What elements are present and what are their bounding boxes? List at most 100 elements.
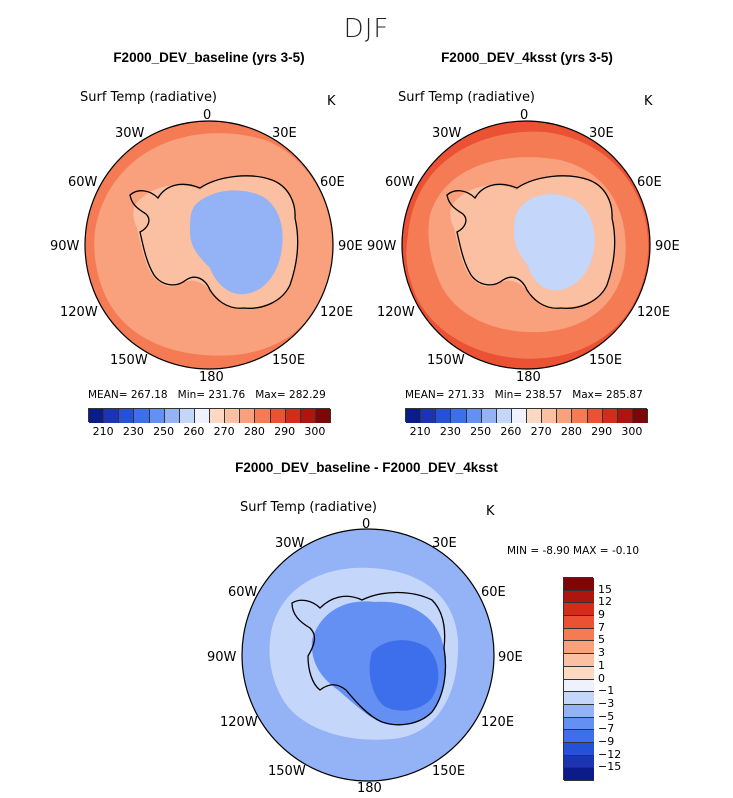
panel-2-region-seaice	[428, 157, 626, 333]
panel-2-region-coast	[450, 175, 615, 309]
panel-1-lon-60e: 60E	[320, 175, 345, 190]
panel-2-colorbar-tick-label: 280	[560, 425, 582, 438]
panel-2-colorbar-cell	[557, 409, 573, 423]
panel-3-lon-90e: 90E	[498, 650, 523, 665]
panel-2-mean-label: MEAN=	[405, 389, 445, 401]
panel-1-lon-0: 0	[203, 108, 212, 123]
panel-3-colorbar-cell	[564, 641, 594, 655]
panel-3-minmax: MIN = -8.90 MAX = -0.10	[507, 545, 639, 557]
panel-3-colorbar-cell	[564, 666, 594, 680]
panel-2-colorbar-tick-label: 270	[530, 425, 552, 438]
panel-1-lon-180: 180	[199, 370, 224, 385]
panel-1-min-label: Min=	[177, 389, 206, 401]
panel-2-units: K	[644, 94, 653, 109]
panel-3-lon-150e: 150E	[432, 764, 466, 779]
panel-1-region-coast	[133, 175, 298, 309]
panel-2-colorbar-tick-label: 300	[621, 425, 643, 438]
panel-1-region-outer	[85, 121, 333, 369]
panel-1-region-plateau	[190, 190, 283, 295]
panel-2-min: 238.57	[525, 389, 563, 401]
panel-2-lon-60e: 60E	[637, 175, 662, 190]
panel-3-colorbar-ticks: 15 12 9 7 5 3 1 0 −1 −3 −5 −7 −9 −12 −15	[598, 577, 638, 780]
panel-2-colorbar-cell	[587, 409, 603, 423]
panel-3-colorbar-cell	[564, 692, 594, 705]
panel-1-colorbar-cell	[285, 409, 301, 423]
panel-2-mean: 271.33	[447, 389, 485, 401]
panel-2-colorbar-cell	[436, 409, 452, 423]
panel-2-max-label: Max=	[572, 389, 603, 401]
panel-1-colorbar-cell	[194, 409, 210, 423]
panel-3-min-label: MIN =	[507, 545, 540, 557]
panel-2-variable: Surf Temp (radiative)	[398, 90, 536, 105]
panel-2-colorbar-cell	[632, 409, 648, 423]
panel-2-colorbar	[405, 408, 648, 423]
panel-1-colorbar-tick-label: 300	[304, 425, 326, 438]
panel-3-colorbar-tick-label: −3	[598, 696, 615, 710]
panel-3-map-border	[241, 528, 495, 782]
panel-2-colorbar-cell	[542, 409, 558, 423]
figure-title: DJF	[343, 14, 390, 44]
panel-2-colorbar-cell	[451, 409, 467, 423]
panel-2-colorbar-cell	[572, 409, 588, 423]
panel-1-colorbar-cell	[240, 409, 256, 423]
panel-2-lon-30e: 30E	[589, 126, 614, 141]
panel-1-colorbar-tick-label: 270	[213, 425, 235, 438]
panel-3-lon-150w: 150W	[268, 764, 306, 779]
panel-1-colorbar-cell	[119, 409, 135, 423]
panel-3-lon-180: 180	[357, 781, 382, 796]
panel-3-colorbar-tick-label: −5	[598, 709, 615, 723]
panel-3-colorbar-tick-label: 7	[598, 620, 605, 634]
panel-1-colorbar-cell	[315, 409, 331, 423]
panel-2-region-plateau	[514, 194, 595, 291]
panel-1-title: F2000_DEV_baseline (yrs 3-5)	[113, 50, 305, 65]
panel-3-colorbar-cell	[564, 654, 594, 667]
panel-3-colorbar-tick-label: 15	[598, 582, 612, 596]
panel-3-colorbar-cell	[564, 704, 594, 718]
panel-2-colorbar-cell	[602, 409, 618, 423]
panel-3-region-ocean	[242, 529, 494, 781]
panel-2-colorbar-cell	[617, 409, 633, 423]
panel-2-colorbar-tick-label: 250	[470, 425, 492, 438]
panel-2-colorbar-cell	[481, 409, 497, 423]
panel-3-colorbar-tick-label: −15	[598, 760, 622, 774]
panel-3-colorbar-cell	[564, 742, 594, 756]
panel-1-colorbar-cell	[255, 409, 271, 423]
panel-1-colorbar-cell	[89, 409, 105, 423]
panel-2-lon-180: 180	[516, 370, 541, 385]
panel-1-lon-150e: 150E	[272, 353, 306, 368]
panel-3-lon-30e: 30E	[432, 536, 457, 551]
panel-1-colorbar-cell	[104, 409, 120, 423]
panel-2-colorbar-cell	[406, 409, 422, 423]
panel-3-colorbar-tick-label: 9	[598, 608, 605, 622]
panel-3-lon-60e: 60E	[481, 585, 506, 600]
panel-2-lon-90w: 90W	[367, 239, 397, 254]
panel-1-colorbar-tick-label: 250	[153, 425, 175, 438]
panel-3-colorbar-tick-label: 3	[598, 646, 605, 660]
panel-1-colorbar-cell	[210, 409, 226, 423]
panel-1-colorbar-cell	[179, 409, 195, 423]
panel-3-lon-0: 0	[362, 517, 371, 532]
panel-1-max-label: Max=	[255, 389, 286, 401]
panel-2-max: 285.87	[606, 389, 643, 401]
panel-3-coastline	[291, 591, 447, 726]
panel-3-colorbar-cell	[564, 578, 594, 591]
panel-3-colorbar-tick-label: 5	[598, 633, 605, 647]
panel-2-region-outer	[402, 121, 650, 369]
panel-1-lon-90e: 90E	[338, 239, 363, 254]
panel-1-colorbar-cell	[134, 409, 150, 423]
panel-1-colorbar-cell	[225, 409, 241, 423]
panel-2-lon-120e: 120E	[637, 305, 671, 320]
panel-2-colorbar-ticks: 210 230 250 260 270 280 290 300	[405, 425, 647, 439]
panel-3-title: F2000_DEV_baseline - F2000_DEV_4ksst	[235, 460, 498, 475]
panel-3-lon-120w: 120W	[220, 715, 258, 730]
panel-3-colorbar-tick-label: −9	[598, 734, 615, 748]
panel-3-colorbar-cell	[564, 590, 594, 604]
panel-3-lon-90w: 90W	[207, 650, 237, 665]
panel-1-max: 282.29	[289, 389, 326, 401]
panel-3-lon-120e: 120E	[481, 715, 515, 730]
panel-1-map-border	[84, 120, 334, 370]
panel-3-colorbar-tick-label: 12	[598, 595, 612, 609]
panel-2-colorbar-tick-label: 260	[500, 425, 522, 438]
panel-1-colorbar-cell	[164, 409, 180, 423]
panel-1-units: K	[327, 94, 336, 109]
